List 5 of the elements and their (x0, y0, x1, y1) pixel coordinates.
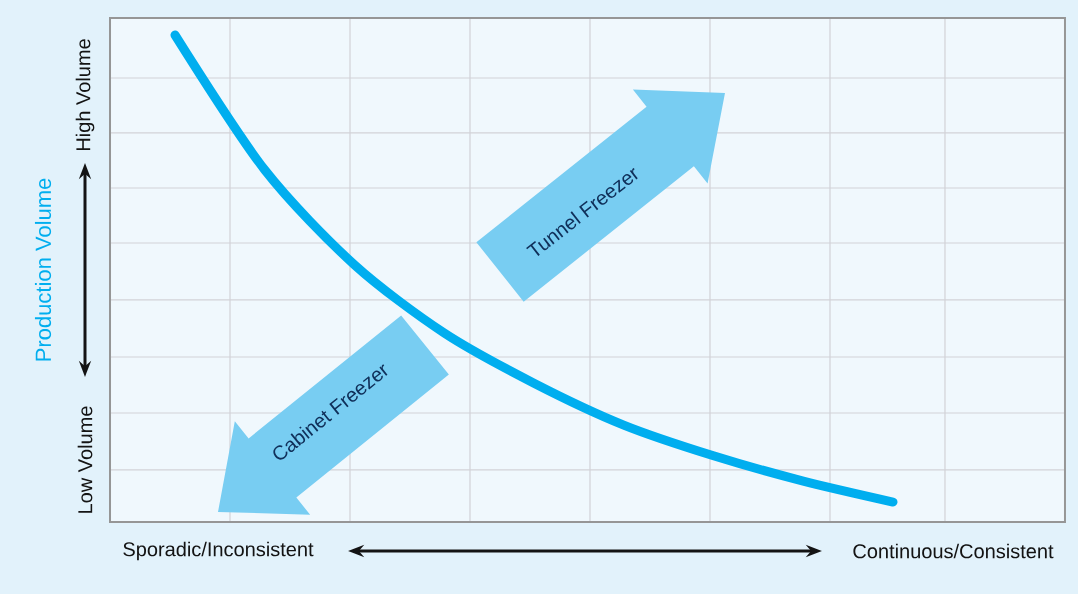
text: Low Volume (77, 406, 93, 513)
text: High Volume (75, 39, 95, 151)
y-axis-title: Production Volume (34, 178, 52, 361)
text: Continuous/Consistent (853, 543, 1054, 559)
text: Sporadic/Inconsistent (123, 541, 314, 561)
